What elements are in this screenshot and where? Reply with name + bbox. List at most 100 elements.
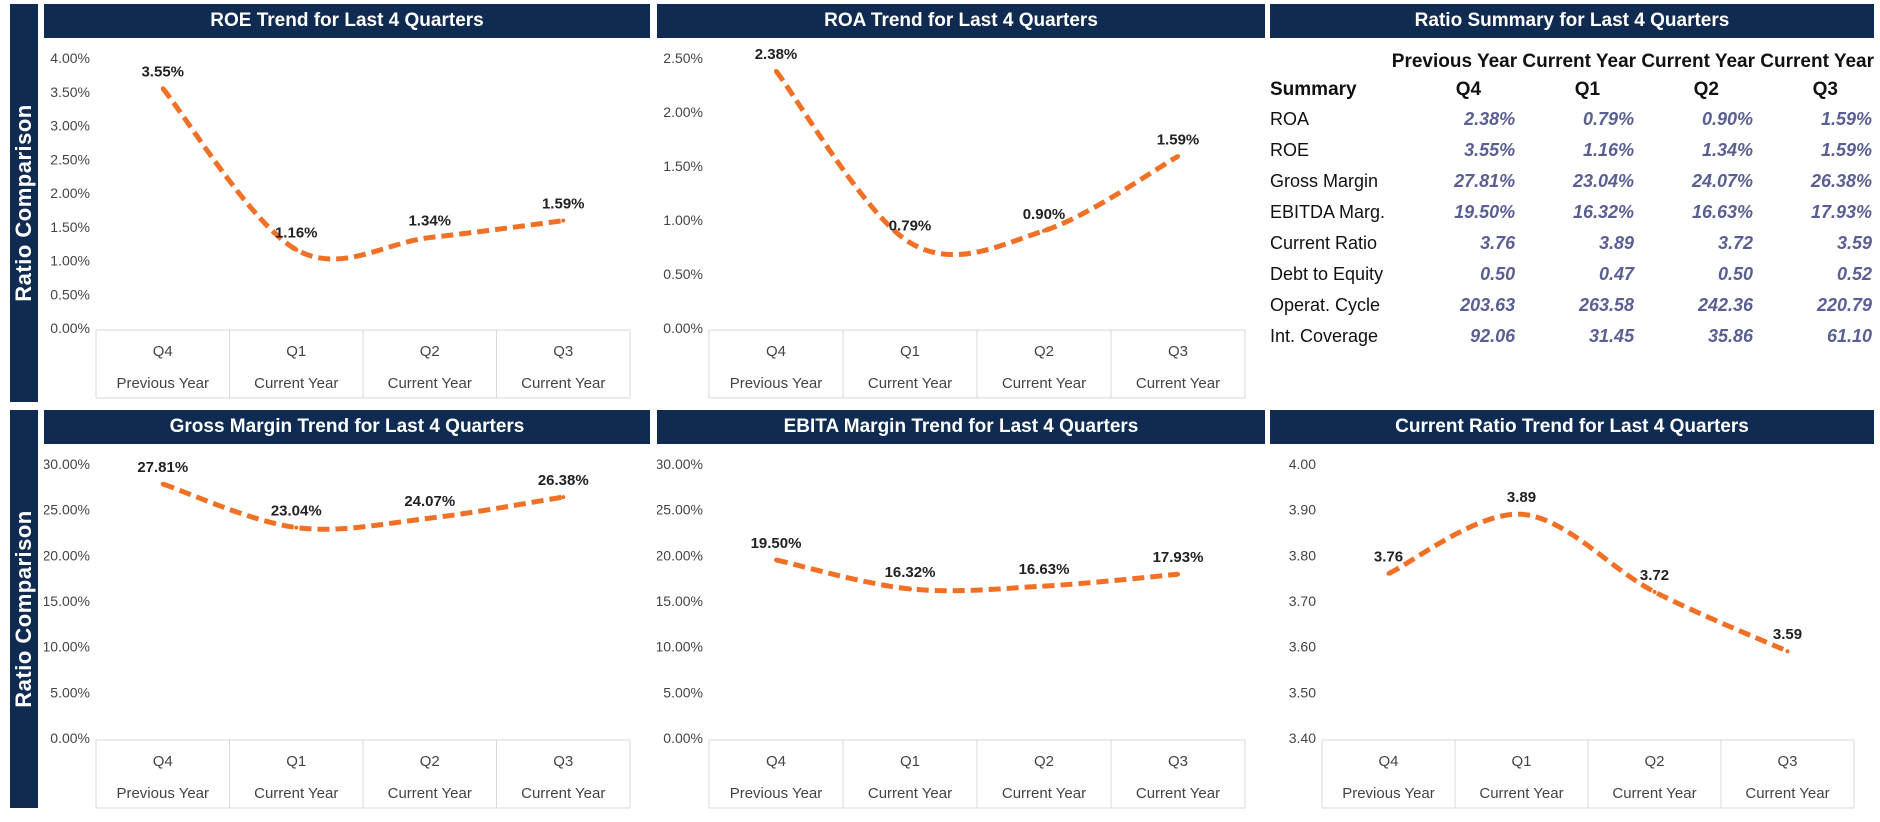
summary-row: Debt to Equity 0.50 0.47 0.50 0.52 <box>1270 259 1874 290</box>
y-tick-label: 5.00% <box>50 684 90 700</box>
y-tick-label: 4.00% <box>50 50 90 66</box>
series-line <box>161 481 564 532</box>
x-group-label: Previous Year <box>730 375 823 392</box>
x-tick-label: Q3 <box>553 343 573 360</box>
y-tick-label: 0.00% <box>663 730 703 746</box>
summary-col-1-top: Previous Year <box>1391 51 1518 72</box>
y-tick-label: 0.00% <box>663 320 703 336</box>
y-tick-label: 0.50% <box>50 286 90 302</box>
series-line <box>775 557 1179 594</box>
roe-chart: 0.00% 0.50% 1.00% 1.50% 2.00% 2.50% 3.00% 3.50%… <box>50 50 631 399</box>
roa-chart-panel: ROA Trend for Last 4 Quarters 0.00% 0.50%… <box>657 4 1265 400</box>
x-group-label: Current Year <box>868 375 952 392</box>
side-label-top: Ratio Comparison <box>11 104 36 302</box>
summary-col-3-top: Current Year <box>1641 51 1756 72</box>
y-tick-label: 15.00% <box>657 593 703 609</box>
y-tick-label: 1.50% <box>50 219 90 235</box>
summary-row-label: Gross Margin <box>1270 171 1379 191</box>
y-tick-label: 30.00% <box>44 456 90 472</box>
y-tick-label: 3.60 <box>1289 639 1316 655</box>
x-group-label: Current Year <box>1479 785 1563 802</box>
summary-row-label: EBITDA Marg. <box>1270 202 1386 222</box>
data-label: 24.07% <box>404 493 455 510</box>
x-group-label: Previous Year <box>730 785 823 802</box>
series-line <box>1387 511 1789 654</box>
data-point <box>1176 154 1180 159</box>
data-point <box>160 482 165 487</box>
y-tick-label: 3.50% <box>50 84 90 100</box>
x-group-label: Current Year <box>388 375 472 392</box>
summary-row: Gross Margin 27.81% 23.04% 24.07% 26.38% <box>1270 166 1874 197</box>
x-tick-label: Q3 <box>553 753 573 770</box>
data-point <box>294 525 299 530</box>
y-tick-label: 3.40 <box>1289 730 1316 746</box>
roe-chart-panel: ROE Trend for Last 4 Quarters 0.00% 0.50%… <box>44 4 650 400</box>
y-tick-label: 0.00% <box>50 320 90 336</box>
y-tick-label: 0.00% <box>50 730 90 746</box>
summary-cell: 242.36 <box>1697 295 1754 315</box>
y-tick-label: 3.50 <box>1289 684 1316 700</box>
data-label: 1.59% <box>542 196 585 213</box>
data-point <box>1042 584 1046 589</box>
series-line <box>774 69 1180 258</box>
ebita-margin-chart: 0.00% 5.00% 10.00% 15.00% 20.00% 25.00% 30.00%… <box>657 456 1246 809</box>
data-point <box>908 240 912 245</box>
x-group-label: Current Year <box>1002 785 1086 802</box>
data-label: 27.81% <box>137 459 188 476</box>
x-group-label: Current Year <box>1002 375 1086 392</box>
summary-cell: 17.93% <box>1810 202 1872 222</box>
y-tick-label: 1.00% <box>663 212 703 228</box>
y-tick-label: 5.00% <box>663 684 703 700</box>
data-label: 0.79% <box>889 218 932 235</box>
data-label: 3.76 <box>1374 549 1403 566</box>
summary-row: Current Ratio 3.76 3.89 3.72 3.59 <box>1270 228 1874 259</box>
series-line <box>160 86 564 262</box>
data-label: 16.63% <box>1019 561 1070 578</box>
summary-cell: 1.59% <box>1820 140 1872 160</box>
ratio-summary-panel: Ratio Summary for Last 4 Quarters Previo… <box>1270 4 1874 400</box>
ebita-margin-chart-panel: EBITA Margin Trend for Last 4 Quarters 0… <box>657 410 1265 810</box>
y-tick-label: 4.00 <box>1289 456 1316 472</box>
summary-row-label: Debt to Equity <box>1270 264 1384 284</box>
data-label: 1.59% <box>1157 131 1200 148</box>
y-tick-label: 2.00% <box>663 104 703 120</box>
summary-cell: 61.10 <box>1826 326 1872 346</box>
side-band-top: Ratio Comparison <box>10 4 38 402</box>
y-tick-label: 3.00% <box>50 118 90 134</box>
data-point <box>1042 228 1046 233</box>
gross-margin-chart: 0.00% 5.00% 10.00% 15.00% 20.00% 25.00% 30.00%… <box>44 456 631 809</box>
summary-cell: 26.38% <box>1810 171 1872 191</box>
current-ratio-chart-panel: Current Ratio Trend for Last 4 Quarters … <box>1270 410 1874 810</box>
summary-cell: 23.04% <box>1573 171 1635 191</box>
x-tick-label: Q1 <box>286 753 306 770</box>
x-tick-label: Q2 <box>1034 753 1054 770</box>
data-point <box>160 86 165 91</box>
data-label: 1.16% <box>275 225 318 242</box>
summary-row-label: Int. Coverage <box>1270 326 1379 346</box>
gross-margin-chart-title: Gross Margin Trend for Last 4 Quarters <box>44 410 650 444</box>
summary-col-2-top: Current Year <box>1522 51 1637 72</box>
x-group-label: Current Year <box>388 785 472 802</box>
data-point <box>774 68 778 73</box>
x-tick-label: Q1 <box>286 343 306 360</box>
summary-row-label: Current Ratio <box>1270 233 1378 253</box>
summary-row-label: ROA <box>1270 109 1310 129</box>
x-group-label: Current Year <box>254 785 338 802</box>
x-tick-label: Q4 <box>153 753 173 770</box>
data-point <box>561 218 566 223</box>
summary-cell: 0.90% <box>1701 109 1754 129</box>
x-tick-label: Q3 <box>1777 753 1797 770</box>
side-band-bottom: Ratio Comparison <box>10 410 38 808</box>
x-group-label: Current Year <box>1136 375 1220 392</box>
summary-col-3-bottom: Q2 <box>1693 79 1720 100</box>
summary-cell: 1.16% <box>1583 140 1635 160</box>
summary-row: ROA 2.38% 0.79% 0.90% 1.59% <box>1270 104 1874 135</box>
summary-cell: 24.07% <box>1691 171 1754 191</box>
y-tick-label: 1.50% <box>663 158 703 174</box>
summary-cell: 0.79% <box>1583 109 1635 129</box>
y-tick-label: 25.00% <box>657 502 703 518</box>
summary-row-label: Operat. Cycle <box>1270 295 1381 315</box>
x-group-label: Current Year <box>1612 785 1696 802</box>
x-group-label: Current Year <box>1745 785 1829 802</box>
summary-cell: 203.63 <box>1460 295 1516 315</box>
